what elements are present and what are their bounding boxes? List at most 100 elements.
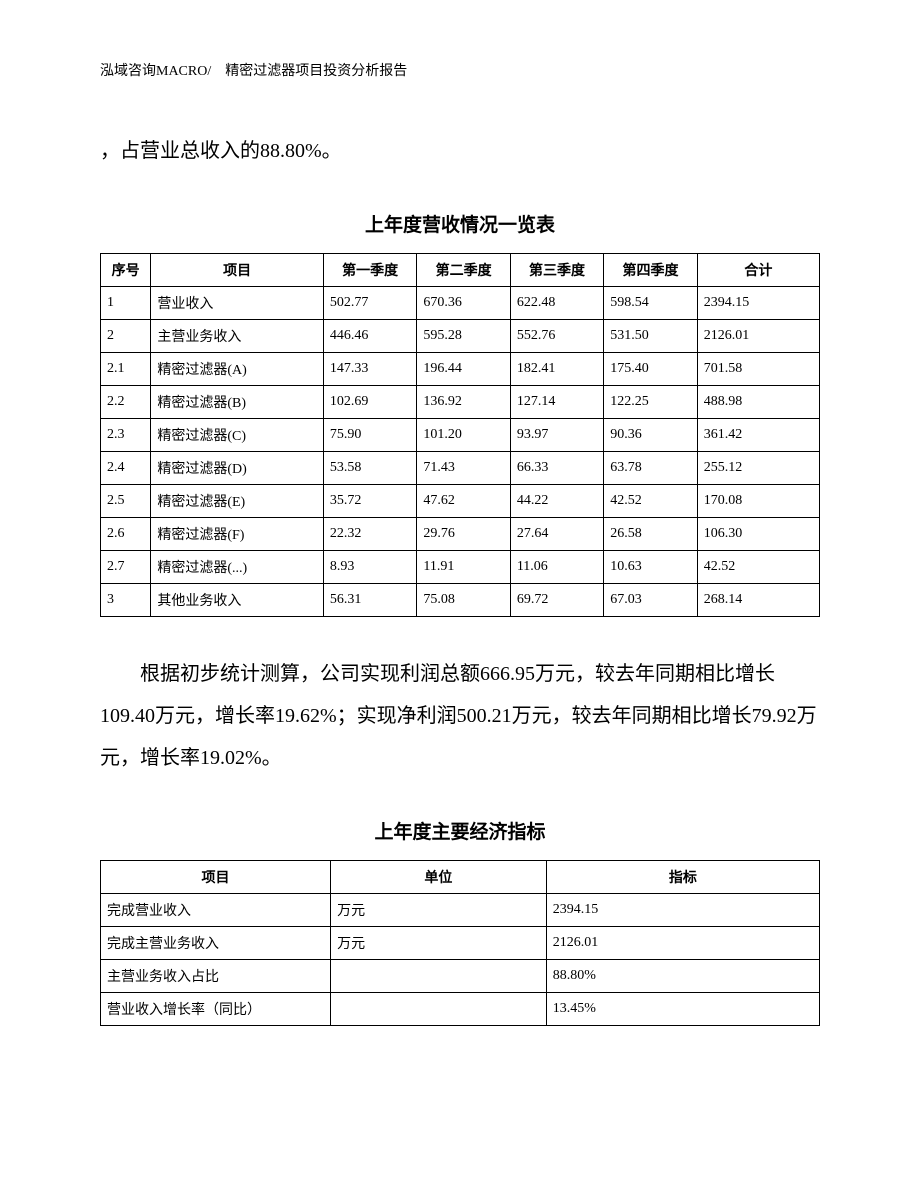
table-row: 营业收入增长率（同比） 13.45%: [101, 993, 820, 1026]
table-cell: 2394.15: [546, 894, 819, 927]
table1-col-2: 第一季度: [323, 254, 416, 287]
table-cell: 万元: [331, 894, 547, 927]
table-cell: 精密过滤器(F): [151, 518, 324, 551]
table-row: 2.3精密过滤器(C)75.90101.2093.9790.36361.42: [101, 419, 820, 452]
table-row: 2主营业务收入446.46595.28552.76531.502126.01: [101, 320, 820, 353]
table1-col-6: 合计: [697, 254, 819, 287]
table-cell: 完成主营业务收入: [101, 927, 331, 960]
table1-col-0: 序号: [101, 254, 151, 287]
table-cell: 27.64: [510, 518, 603, 551]
table-cell: 2.3: [101, 419, 151, 452]
table-cell: 13.45%: [546, 993, 819, 1026]
table-cell: 63.78: [604, 452, 697, 485]
table-cell: 完成营业收入: [101, 894, 331, 927]
table-cell: 29.76: [417, 518, 510, 551]
table-cell: 69.72: [510, 584, 603, 617]
table-cell: 42.52: [697, 551, 819, 584]
table-cell: 670.36: [417, 287, 510, 320]
table-cell: 268.14: [697, 584, 819, 617]
table-cell: 196.44: [417, 353, 510, 386]
table-cell: 3: [101, 584, 151, 617]
table-row: 2.2精密过滤器(B)102.69136.92127.14122.25488.9…: [101, 386, 820, 419]
table-cell: 2126.01: [697, 320, 819, 353]
table-cell: 122.25: [604, 386, 697, 419]
table-row: 完成主营业务收入万元2126.01: [101, 927, 820, 960]
table-row: 3其他业务收入56.3175.0869.7267.03268.14: [101, 584, 820, 617]
table-cell: 255.12: [697, 452, 819, 485]
table-cell: 127.14: [510, 386, 603, 419]
table-cell: 488.98: [697, 386, 819, 419]
table-cell: 502.77: [323, 287, 416, 320]
table-cell: 1: [101, 287, 151, 320]
table-cell: 53.58: [323, 452, 416, 485]
table-cell: 精密过滤器(E): [151, 485, 324, 518]
table-cell: 2.4: [101, 452, 151, 485]
table-cell: 营业收入: [151, 287, 324, 320]
table-cell: 147.33: [323, 353, 416, 386]
indicators-table: 项目 单位 指标 完成营业收入万元2394.15完成主营业务收入万元2126.0…: [100, 860, 820, 1026]
table-cell: 446.46: [323, 320, 416, 353]
table-cell: 136.92: [417, 386, 510, 419]
table-cell: 精密过滤器(A): [151, 353, 324, 386]
table-cell: 75.08: [417, 584, 510, 617]
table-cell: 101.20: [417, 419, 510, 452]
table-cell: [331, 993, 547, 1026]
table-cell: 精密过滤器(C): [151, 419, 324, 452]
table1-title: 上年度营收情况一览表: [100, 210, 820, 237]
table-row: 2.5精密过滤器(E)35.7247.6244.2242.52170.08: [101, 485, 820, 518]
table2-col-1: 单位: [331, 861, 547, 894]
table-cell: 170.08: [697, 485, 819, 518]
table1-col-3: 第二季度: [417, 254, 510, 287]
table-cell: 26.58: [604, 518, 697, 551]
table-row: 1营业收入502.77670.36622.48598.542394.15: [101, 287, 820, 320]
table-cell: 10.63: [604, 551, 697, 584]
table-cell: 主营业务收入: [151, 320, 324, 353]
table-cell: 2.5: [101, 485, 151, 518]
table-cell: 106.30: [697, 518, 819, 551]
table-cell: 2.7: [101, 551, 151, 584]
table2-title: 上年度主要经济指标: [100, 817, 820, 844]
table1-col-4: 第三季度: [510, 254, 603, 287]
table1-col-1: 项目: [151, 254, 324, 287]
table-cell: 552.76: [510, 320, 603, 353]
table-cell: 175.40: [604, 353, 697, 386]
table-cell: 精密过滤器(B): [151, 386, 324, 419]
table-cell: 2.6: [101, 518, 151, 551]
table1-col-5: 第四季度: [604, 254, 697, 287]
table-row: 2.4精密过滤器(D)53.5871.4366.3363.78255.12: [101, 452, 820, 485]
table-cell: 71.43: [417, 452, 510, 485]
table-row: 2.7精密过滤器(...)8.9311.9111.0610.6342.52: [101, 551, 820, 584]
table-row: 2.6精密过滤器(F)22.3229.7627.6426.58106.30: [101, 518, 820, 551]
table-cell: 88.80%: [546, 960, 819, 993]
table-cell: 47.62: [417, 485, 510, 518]
table-cell: 主营业务收入占比: [101, 960, 331, 993]
table-row: 主营业务收入占比 88.80%: [101, 960, 820, 993]
table-cell: 万元: [331, 927, 547, 960]
table-cell: 2126.01: [546, 927, 819, 960]
table-cell: 2394.15: [697, 287, 819, 320]
table-cell: 66.33: [510, 452, 603, 485]
table-cell: 精密过滤器(...): [151, 551, 324, 584]
table-cell: 56.31: [323, 584, 416, 617]
table-cell: 2.1: [101, 353, 151, 386]
table1-header-row: 序号 项目 第一季度 第二季度 第三季度 第四季度 合计: [101, 254, 820, 287]
table-cell: 其他业务收入: [151, 584, 324, 617]
table-cell: 精密过滤器(D): [151, 452, 324, 485]
table-cell: 2: [101, 320, 151, 353]
table-cell: 35.72: [323, 485, 416, 518]
table-cell: 8.93: [323, 551, 416, 584]
table-cell: 182.41: [510, 353, 603, 386]
table-cell: 营业收入增长率（同比）: [101, 993, 331, 1026]
table-cell: 361.42: [697, 419, 819, 452]
table-cell: 531.50: [604, 320, 697, 353]
table2-header-row: 项目 单位 指标: [101, 861, 820, 894]
table-cell: 90.36: [604, 419, 697, 452]
table-cell: 11.06: [510, 551, 603, 584]
table-cell: 11.91: [417, 551, 510, 584]
table-cell: 102.69: [323, 386, 416, 419]
paragraph-2: 根据初步统计测算，公司实现利润总额666.95万元，较去年同期相比增长109.4…: [100, 653, 820, 779]
table-cell: 67.03: [604, 584, 697, 617]
paragraph-1: ，占营业总收入的88.80%。: [100, 130, 820, 172]
table-cell: 42.52: [604, 485, 697, 518]
table-cell: 44.22: [510, 485, 603, 518]
